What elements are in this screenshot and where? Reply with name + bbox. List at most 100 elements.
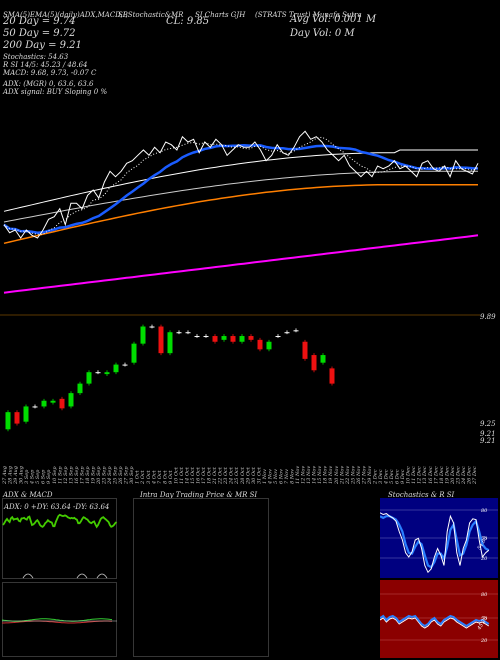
adx-signal-label: ADX signal: BUY Sloping 0 %	[3, 88, 108, 96]
date-tick-label: 3 Oct	[146, 469, 152, 484]
date-tick-label: 19 Dec	[444, 466, 450, 484]
date-tick-label: 11 Oct	[179, 466, 185, 484]
candle-body	[329, 368, 335, 384]
date-tick-label: 11 Nov	[295, 466, 301, 484]
intraday-panel-title: Intra Day Trading Price & MR SI	[140, 491, 258, 499]
adx-line	[2, 513, 117, 529]
candle-body	[50, 400, 56, 403]
rsi-tick-label: 20	[480, 638, 488, 644]
candle-body	[302, 341, 308, 359]
date-tick-label: 10 Sep	[52, 466, 58, 484]
date-tick-label: 3 Dec	[378, 469, 384, 484]
date-tick-label: 16 Dec	[428, 466, 434, 484]
date-tick-label: 2 Oct	[140, 469, 146, 485]
date-tick-label: 25 Nov	[350, 466, 356, 485]
ma50-line	[3, 149, 478, 212]
date-tick-label: 13 Dec	[422, 466, 428, 484]
ma20-line	[3, 143, 479, 234]
header-title-4: (STRATS Trust) Munafa Sutra	[255, 11, 362, 19]
candle-body	[149, 326, 155, 328]
stochastics-label: Stochastics: 54.63	[3, 53, 69, 61]
ma200-line	[3, 183, 478, 245]
day-volume: Day Vol: 0 M	[290, 28, 355, 39]
adx-frame	[2, 498, 117, 579]
price-axis-top: 9.89	[480, 313, 496, 321]
candle-body	[41, 400, 47, 407]
date-tick-label: 4 Dec	[384, 469, 390, 485]
price-axis-low-2: 9.21	[480, 430, 496, 438]
date-tick-label: 22 Oct	[218, 466, 224, 485]
candle-body	[104, 372, 110, 375]
date-tick-label: 15 Oct	[190, 466, 196, 484]
adx-marker	[22, 573, 34, 579]
date-tick-label: 4 Sep	[30, 469, 36, 485]
candle-body	[14, 412, 20, 424]
date-tick-label: 27 Sep	[124, 466, 130, 485]
stoch-tick-label: 50	[481, 536, 488, 542]
date-tick-label: 25 Oct	[234, 466, 240, 485]
candle-body	[140, 326, 146, 344]
date-tick-label: 30 Aug	[19, 466, 25, 484]
rsi-signal-line	[380, 617, 490, 629]
date-tick-label: 19 Nov	[328, 466, 334, 484]
date-tick-label: 17 Oct	[201, 466, 207, 484]
price-line	[3, 130, 479, 239]
ma-long-line	[3, 234, 479, 294]
date-tick-label: 31 Oct	[256, 466, 262, 484]
date-tick-label: 27 Nov	[361, 466, 367, 485]
rsi-tick-label: 80	[481, 592, 488, 598]
date-tick-label: 3 Sep	[24, 469, 30, 484]
date-tick-label: 24 Sep	[107, 466, 113, 485]
date-tick-label: 9 Sep	[46, 469, 52, 484]
date-tick-label: 8 Oct	[162, 469, 168, 484]
date-tick-label: 26 Nov	[356, 466, 362, 485]
intraday-panel	[133, 498, 269, 657]
date-tick-label: 24 Oct	[229, 466, 235, 485]
macd-label: MACD: 9.68, 9.73, -0.07 C	[3, 69, 97, 77]
date-tick-label: 26 Dec	[467, 466, 473, 485]
date-axis: 27 Aug 28 Aug 29 Aug 30 Aug 3 Sep 4 Sep 5 Sep 6…	[2, 466, 478, 485]
date-tick-label: 8 Nov	[290, 469, 296, 484]
candle-body	[158, 326, 164, 354]
date-tick-label: 29 Aug	[13, 466, 19, 485]
candle-body	[95, 372, 101, 374]
date-tick-label: 9 Oct	[168, 469, 174, 484]
price-axis-low-1: 9.25	[480, 420, 496, 428]
date-tick-label: 22 Nov	[345, 466, 351, 485]
date-tick-label: 1 Oct	[135, 469, 141, 484]
ma5-dotted-line	[3, 136, 479, 235]
ma100-line	[3, 170, 478, 223]
candle-body	[239, 336, 245, 342]
date-tick-label: 20 Dec	[450, 466, 456, 485]
rsi-label: R SI 14/5: 45.23 / 48.64	[3, 61, 88, 69]
stoch-k-line	[380, 512, 490, 574]
header-title-3: SI,Charts GJH	[195, 11, 246, 19]
date-tick-label: 18 Sep	[85, 466, 91, 484]
intraday-frame	[133, 498, 269, 657]
rsi-line	[380, 614, 490, 628]
date-tick-label: 29 Nov	[367, 466, 373, 485]
candle-body	[32, 406, 38, 408]
stoch-tick-label: 80	[481, 508, 488, 514]
date-tick-label: 30 Sep	[129, 466, 135, 484]
date-tick-label: 13 Sep	[68, 466, 74, 484]
candle-body	[230, 336, 236, 342]
date-tick-label: 16 Oct	[196, 466, 202, 484]
date-tick-label: 23 Oct	[223, 466, 229, 485]
candle-body	[212, 336, 218, 342]
candle-body	[113, 364, 119, 373]
date-tick-label: 11 Dec	[411, 466, 417, 484]
candle-body	[311, 355, 317, 371]
date-tick-label: 20 Nov	[334, 466, 340, 485]
candle-body	[77, 383, 83, 394]
adx-panel-title: ADX & MACD	[3, 491, 53, 499]
date-tick-label: 11 Sep	[57, 466, 63, 484]
ma20-label: 20 Day = 9.74	[3, 16, 76, 27]
candle-body	[86, 372, 92, 384]
header-title-1: SMA(5)EMA(5)(daily)ADX,MACD,B	[3, 11, 128, 19]
adx-marker	[76, 573, 88, 579]
candle-body	[59, 398, 65, 409]
date-tick-label: 26 Sep	[118, 466, 124, 485]
date-tick-label: 27 Aug	[2, 466, 8, 485]
date-tick-label: 18 Dec	[439, 466, 445, 484]
